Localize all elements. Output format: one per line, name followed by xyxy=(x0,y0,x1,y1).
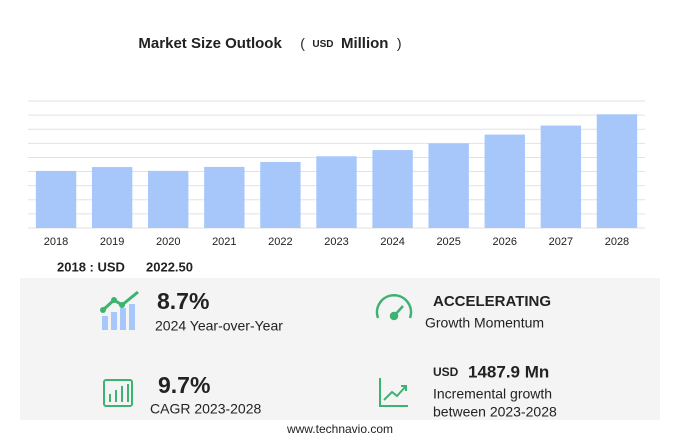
bar xyxy=(316,156,357,228)
incremental-label: Incremental growth xyxy=(433,386,552,402)
x-tick-label: 2019 xyxy=(100,236,124,248)
x-tick-label: 2020 xyxy=(156,236,180,248)
x-tick-label: 2022 xyxy=(268,236,292,248)
unit-scale: Million xyxy=(341,35,389,52)
x-tick-label: 2024 xyxy=(380,236,404,248)
cagr-value: 9.7% xyxy=(158,372,210,398)
cagr-label: CAGR 2023-2028 xyxy=(150,401,262,417)
bar xyxy=(372,150,413,228)
bar xyxy=(428,143,469,228)
bar xyxy=(35,170,77,228)
footer: www.technavio.com xyxy=(286,422,393,436)
bar xyxy=(148,170,189,228)
momentum-label: Growth Momentum xyxy=(425,315,544,331)
yoy-label: 2024 Year-over-Year xyxy=(155,318,283,334)
base-value: 2022.50 xyxy=(146,259,193,274)
cagr-icon xyxy=(103,379,133,407)
incremental-currency: USD xyxy=(433,365,459,379)
bar xyxy=(596,114,638,228)
chart-title: Market Size Outlook xyxy=(138,35,282,52)
unit-close: ) xyxy=(397,35,402,51)
x-tick-label: 2028 xyxy=(605,236,629,248)
title-row: Market Size Outlook ( USD Million ) xyxy=(138,35,401,53)
bar xyxy=(540,125,582,228)
x-tick-label: 2025 xyxy=(436,236,460,248)
yoy-value: 8.7% xyxy=(157,288,209,314)
bar xyxy=(204,166,245,228)
yoy-icon xyxy=(100,290,139,330)
bar xyxy=(91,167,133,228)
x-tick-label: 2018 xyxy=(44,236,68,248)
chart-area: 2018 2019 2020 2021 2022 2023 2024 2025 2026 2027… xyxy=(28,100,645,248)
unit-open: ( xyxy=(300,35,305,51)
x-tick-label: 2026 xyxy=(493,236,517,248)
x-tick-label: 2027 xyxy=(549,236,573,248)
base-label: 2018 : USD xyxy=(57,259,125,274)
x-tick-label: 2021 xyxy=(212,236,236,248)
bar xyxy=(484,134,525,228)
bar xyxy=(260,161,301,228)
momentum-icon xyxy=(375,294,413,321)
x-tick-label: 2023 xyxy=(324,236,348,248)
incremental-label: between 2023-2028 xyxy=(433,404,557,420)
incremental-icon xyxy=(379,378,408,407)
incremental-value: 1487.9 Mn xyxy=(468,362,549,381)
momentum-value: ACCELERATING xyxy=(433,293,551,310)
unit-currency: USD xyxy=(312,39,333,50)
